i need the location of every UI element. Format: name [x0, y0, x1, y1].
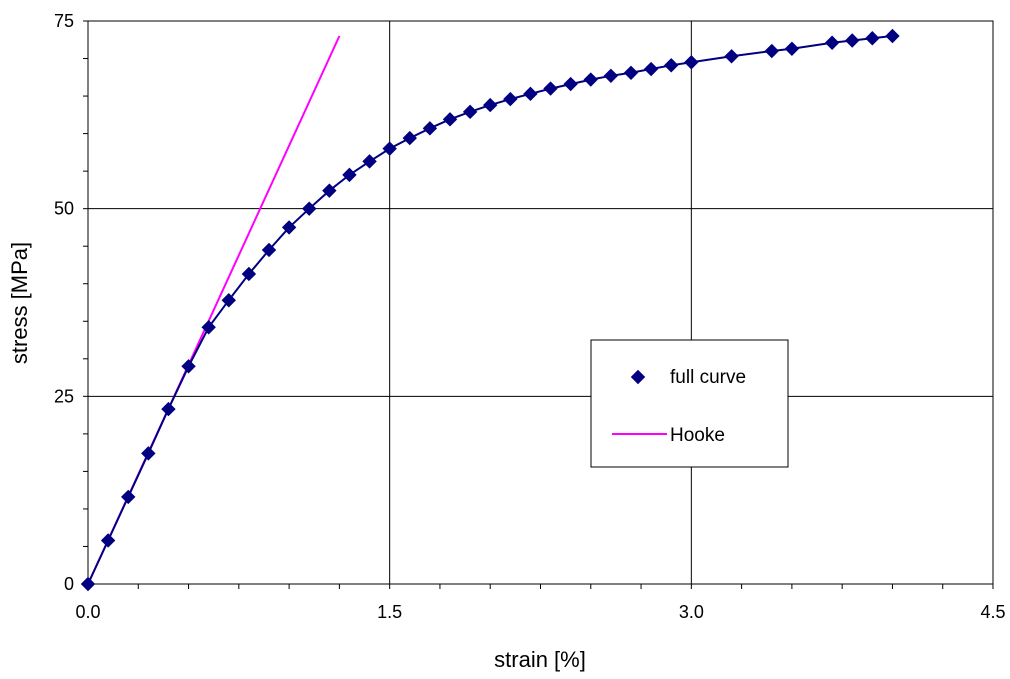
full-curve-point: [623, 65, 639, 81]
full-curve-point: [543, 81, 558, 96]
legend: full curve Hooke: [590, 339, 789, 468]
full-curve-point: [865, 31, 880, 46]
full-curve-point: [241, 266, 257, 282]
full-curve-point: [121, 489, 136, 505]
full-curve-point: [724, 49, 739, 64]
full-curve-point: [382, 141, 397, 156]
grid-layer: [88, 21, 993, 584]
x-tick-label: 3.0: [679, 602, 704, 622]
full-curve-point: [322, 183, 337, 198]
full-curve-point: [402, 130, 417, 146]
full-curve-point: [342, 167, 357, 183]
legend-hooke-label: Hooke: [670, 425, 725, 446]
full-curve-line: [87, 35, 893, 585]
full-curve-point: [603, 68, 619, 84]
full-curve-point: [422, 121, 438, 136]
full-curve-point: [885, 28, 900, 44]
full-curve-point: [523, 86, 538, 102]
full-curve-point: [684, 55, 699, 70]
full-curve-point: [161, 401, 176, 417]
full-curve-point: [784, 41, 800, 56]
full-curve-point: [181, 359, 196, 374]
full-curve-point: [141, 446, 156, 461]
x-tick-label: 4.5: [980, 602, 1005, 622]
full-curve-point: [281, 220, 297, 235]
series-layer: [80, 28, 900, 592]
y-tick-label: 75: [54, 11, 74, 31]
full-curve-point: [302, 201, 317, 216]
y-tick-label: 25: [54, 386, 74, 406]
full-curve-point: [503, 91, 518, 107]
full-curve-point: [462, 104, 478, 120]
full-curve-point: [583, 72, 598, 87]
full-curve-point: [563, 76, 578, 92]
y-tick-label: 50: [54, 199, 74, 219]
full-curve-point: [664, 58, 679, 73]
legend-full-curve-marker: [630, 369, 646, 385]
plot-area-frame: [87, 20, 994, 585]
x-tick-label: 1.5: [377, 602, 402, 622]
legend-box: [590, 339, 789, 468]
full-curve-point: [362, 154, 377, 169]
full-curve-point: [643, 61, 659, 77]
y-tick-label: 0: [64, 574, 74, 594]
full-curve-point: [442, 112, 458, 127]
x-axis-title: strain [%]: [494, 647, 586, 672]
tick-layer: 0.0 1.5 3.0 4.5 0 25 50 75: [54, 11, 1006, 622]
full-curve-point: [221, 293, 236, 308]
full-curve-point: [261, 242, 277, 258]
legend-full-curve-label: full curve: [670, 367, 746, 388]
full-curve-point: [483, 97, 498, 113]
x-tick-label: 0.0: [75, 602, 100, 622]
full-curve-point: [201, 320, 216, 335]
full-curve-point: [80, 576, 96, 592]
full-curve-point: [824, 35, 840, 50]
full-curve-point: [845, 33, 860, 48]
full-curve-point: [100, 533, 116, 548]
full-curve-point: [764, 43, 779, 59]
y-axis-title: stress [MPa]: [7, 242, 32, 364]
